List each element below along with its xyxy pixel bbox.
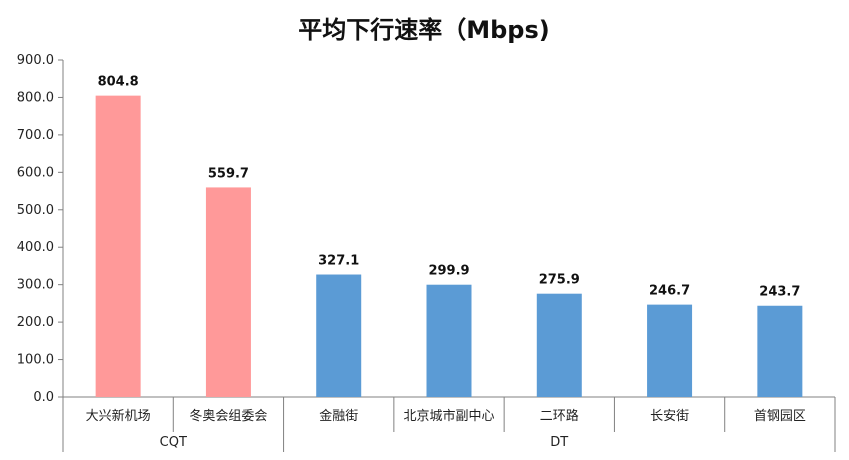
chart-labels: CQT DT 804.8 大兴新机场 559.7 冬奥会组委会 327.1 金融街 299.9 北…	[86, 75, 806, 450]
bar	[757, 305, 803, 397]
group-label: DT	[550, 435, 568, 450]
y-tick-label: 700.0	[17, 128, 54, 143]
data-label: 246.7	[649, 284, 690, 299]
data-label: 275.9	[539, 273, 580, 288]
y-tick-label: 400.0	[17, 240, 54, 255]
x-tick-label: 长安街	[650, 409, 689, 424]
data-label: 804.8	[98, 75, 139, 90]
chart-bars	[95, 95, 803, 398]
data-label: 327.1	[318, 254, 359, 269]
y-tick-label: 800.0	[17, 90, 54, 105]
bar	[95, 95, 141, 398]
chart-axes: 0.0 100.0 200.0 300.0 400.0 500.0 600.0 700.0 80…	[17, 53, 836, 452]
y-tick-label: 0.0	[33, 390, 54, 405]
data-label: 559.7	[208, 166, 249, 181]
y-tick-label: 900.0	[17, 53, 54, 68]
y-tick-label: 200.0	[17, 315, 54, 330]
bar	[536, 293, 582, 397]
bar	[316, 274, 362, 397]
x-tick-label: 二环路	[540, 408, 579, 424]
y-tick-label: 100.0	[17, 353, 54, 368]
group-label: CQT	[160, 435, 187, 450]
x-tick-label: 冬奥会组委会	[189, 408, 267, 424]
y-tick-label: 600.0	[17, 165, 54, 180]
x-tick-label: 金融街	[319, 408, 358, 424]
bar	[647, 304, 693, 397]
data-label: 299.9	[428, 264, 469, 279]
chart-title: 平均下行速率（Mbps)	[298, 16, 550, 44]
bar	[426, 284, 472, 397]
y-tick-label: 500.0	[17, 203, 54, 218]
y-tick-label: 300.0	[17, 278, 54, 293]
x-tick-label: 北京城市副中心	[403, 408, 494, 424]
bar	[205, 187, 251, 397]
data-label: 243.7	[759, 285, 800, 300]
x-tick-label: 首钢园区	[754, 409, 806, 424]
x-tick-label: 大兴新机场	[86, 408, 151, 424]
